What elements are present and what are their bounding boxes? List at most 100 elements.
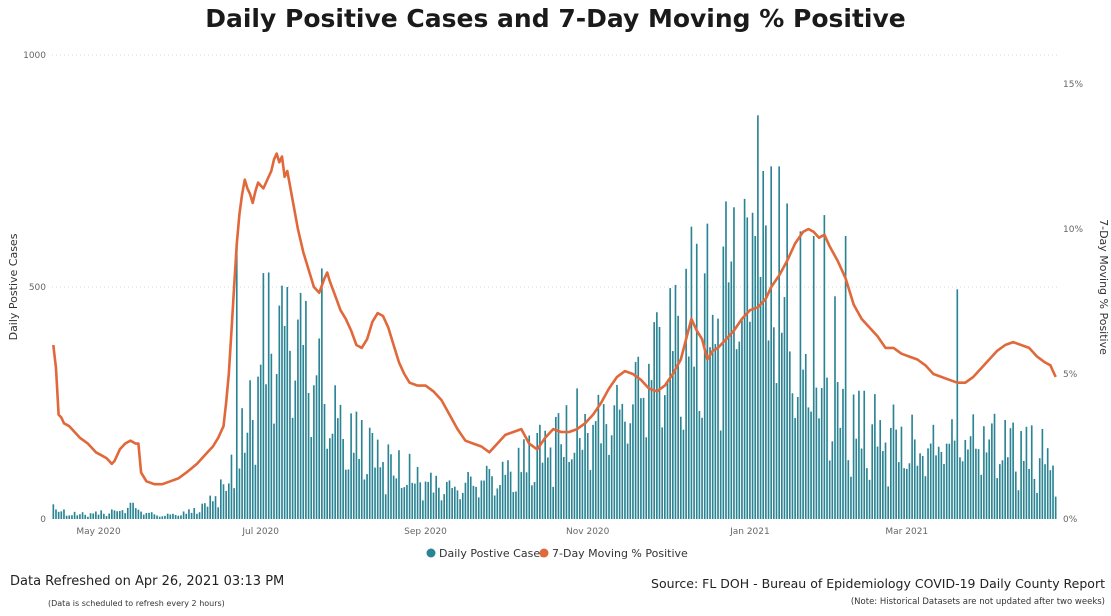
bar-day-21 [108,513,110,519]
bar-day-278 [791,393,794,519]
bar-day-214 [621,403,624,519]
bar-day-162 [483,480,485,519]
bar-day-179 [528,435,531,519]
bar-day-250 [717,318,719,519]
bar-day-117 [363,479,366,519]
bar-day-159 [475,486,477,519]
bar-day-157 [469,476,472,519]
bar-day-303 [858,390,860,519]
bar-day-9 [76,515,79,519]
bar-day-79 [262,273,265,519]
bar-day-112 [350,413,352,519]
bar-day-98 [313,385,315,519]
bar-day-71 [241,408,243,519]
bar-day-26 [121,510,124,519]
bar-day-138 [419,482,422,519]
bar-day-328 [924,476,927,519]
bar-day-334 [940,452,943,519]
bar-day-293 [831,441,834,519]
legend-marker-cases [426,548,436,558]
bar-day-319 [900,426,903,519]
bar-day-160 [477,497,480,519]
bar-day-236 [679,416,682,519]
bar-day-50 [185,513,188,519]
bar-day-33 [140,511,142,519]
bar-day-265 [757,115,759,519]
bar-day-346 [972,414,975,519]
bar-day-10 [79,514,81,519]
x-tick-label: Nov 2020 [566,527,610,537]
bar-day-260 [743,198,746,519]
bar-day-240 [690,226,693,519]
bar-day-370 [1036,492,1038,519]
bar-day-275 [783,297,786,519]
bar-day-68 [233,488,235,519]
bar-day-271 [773,327,775,519]
bar-day-144 [435,475,438,519]
bar-day-17 [97,514,100,519]
bar-day-104 [329,438,331,519]
bar-day-120 [371,433,374,519]
bar-day-266 [759,276,762,519]
bar-day-286 [812,235,815,519]
bar-day-119 [368,427,371,519]
bar-day-24 [116,511,118,519]
bar-day-182 [536,432,539,519]
bar-day-13 [87,516,89,519]
bar-day-36 [148,512,150,519]
bar-day-341 [959,457,961,519]
bar-day-6 [68,515,71,519]
bar-day-272 [775,383,778,519]
bar-day-375 [1049,470,1052,519]
y-axis-title: Daily Postive Cases [7,233,20,340]
bar-day-55 [198,512,201,519]
bar-day-29 [129,502,132,519]
bar-day-281 [799,231,802,519]
bar-day-67 [230,454,233,519]
bar-day-249 [714,344,717,519]
bar-day-218 [632,404,634,519]
bar-day-229 [661,427,664,519]
bar-day-366 [1025,426,1028,519]
bar-day-154 [461,492,464,519]
bar-day-279 [794,418,796,519]
bar-day-59 [209,495,212,519]
bar-day-58 [206,506,209,519]
bar-day-257 [735,349,738,519]
bar-day-105 [331,433,334,519]
bar-day-331 [932,424,935,519]
bar-day-262 [749,321,751,519]
bar-day-188 [552,486,554,519]
bar-day-295 [836,382,839,519]
bar-day-54 [196,513,198,519]
bar-day-27 [124,513,126,519]
bar-day-39 [156,515,158,519]
bar-day-333 [937,446,940,519]
bar-day-314 [887,486,889,519]
bar-day-201 [586,432,589,519]
bar-day-207 [602,404,605,519]
x-tick-label: May 2020 [76,527,121,537]
bar-day-129 [395,478,398,519]
x-tick-label: Jan 2021 [729,527,770,537]
bar-day-123 [379,467,382,519]
bar-day-3 [60,511,63,519]
bar-day-115 [358,458,360,519]
bar-day-49 [182,511,185,519]
bar-day-141 [427,481,430,519]
bar-day-45 [172,513,174,519]
bar-day-65 [225,490,227,519]
bar-day-78 [259,364,262,519]
bar-day-96 [307,392,310,519]
bar-day-202 [589,470,592,519]
bar-day-347 [975,448,977,519]
bar-day-311 [879,420,882,519]
bar-day-131 [400,488,403,519]
bar-day-150 [451,488,453,519]
bar-day-221 [640,398,642,519]
bar-day-97 [310,437,313,519]
bar-day-217 [629,423,632,519]
bar-day-163 [485,465,488,519]
bar-day-357 [1001,460,1004,519]
bar-day-254 [727,282,730,519]
